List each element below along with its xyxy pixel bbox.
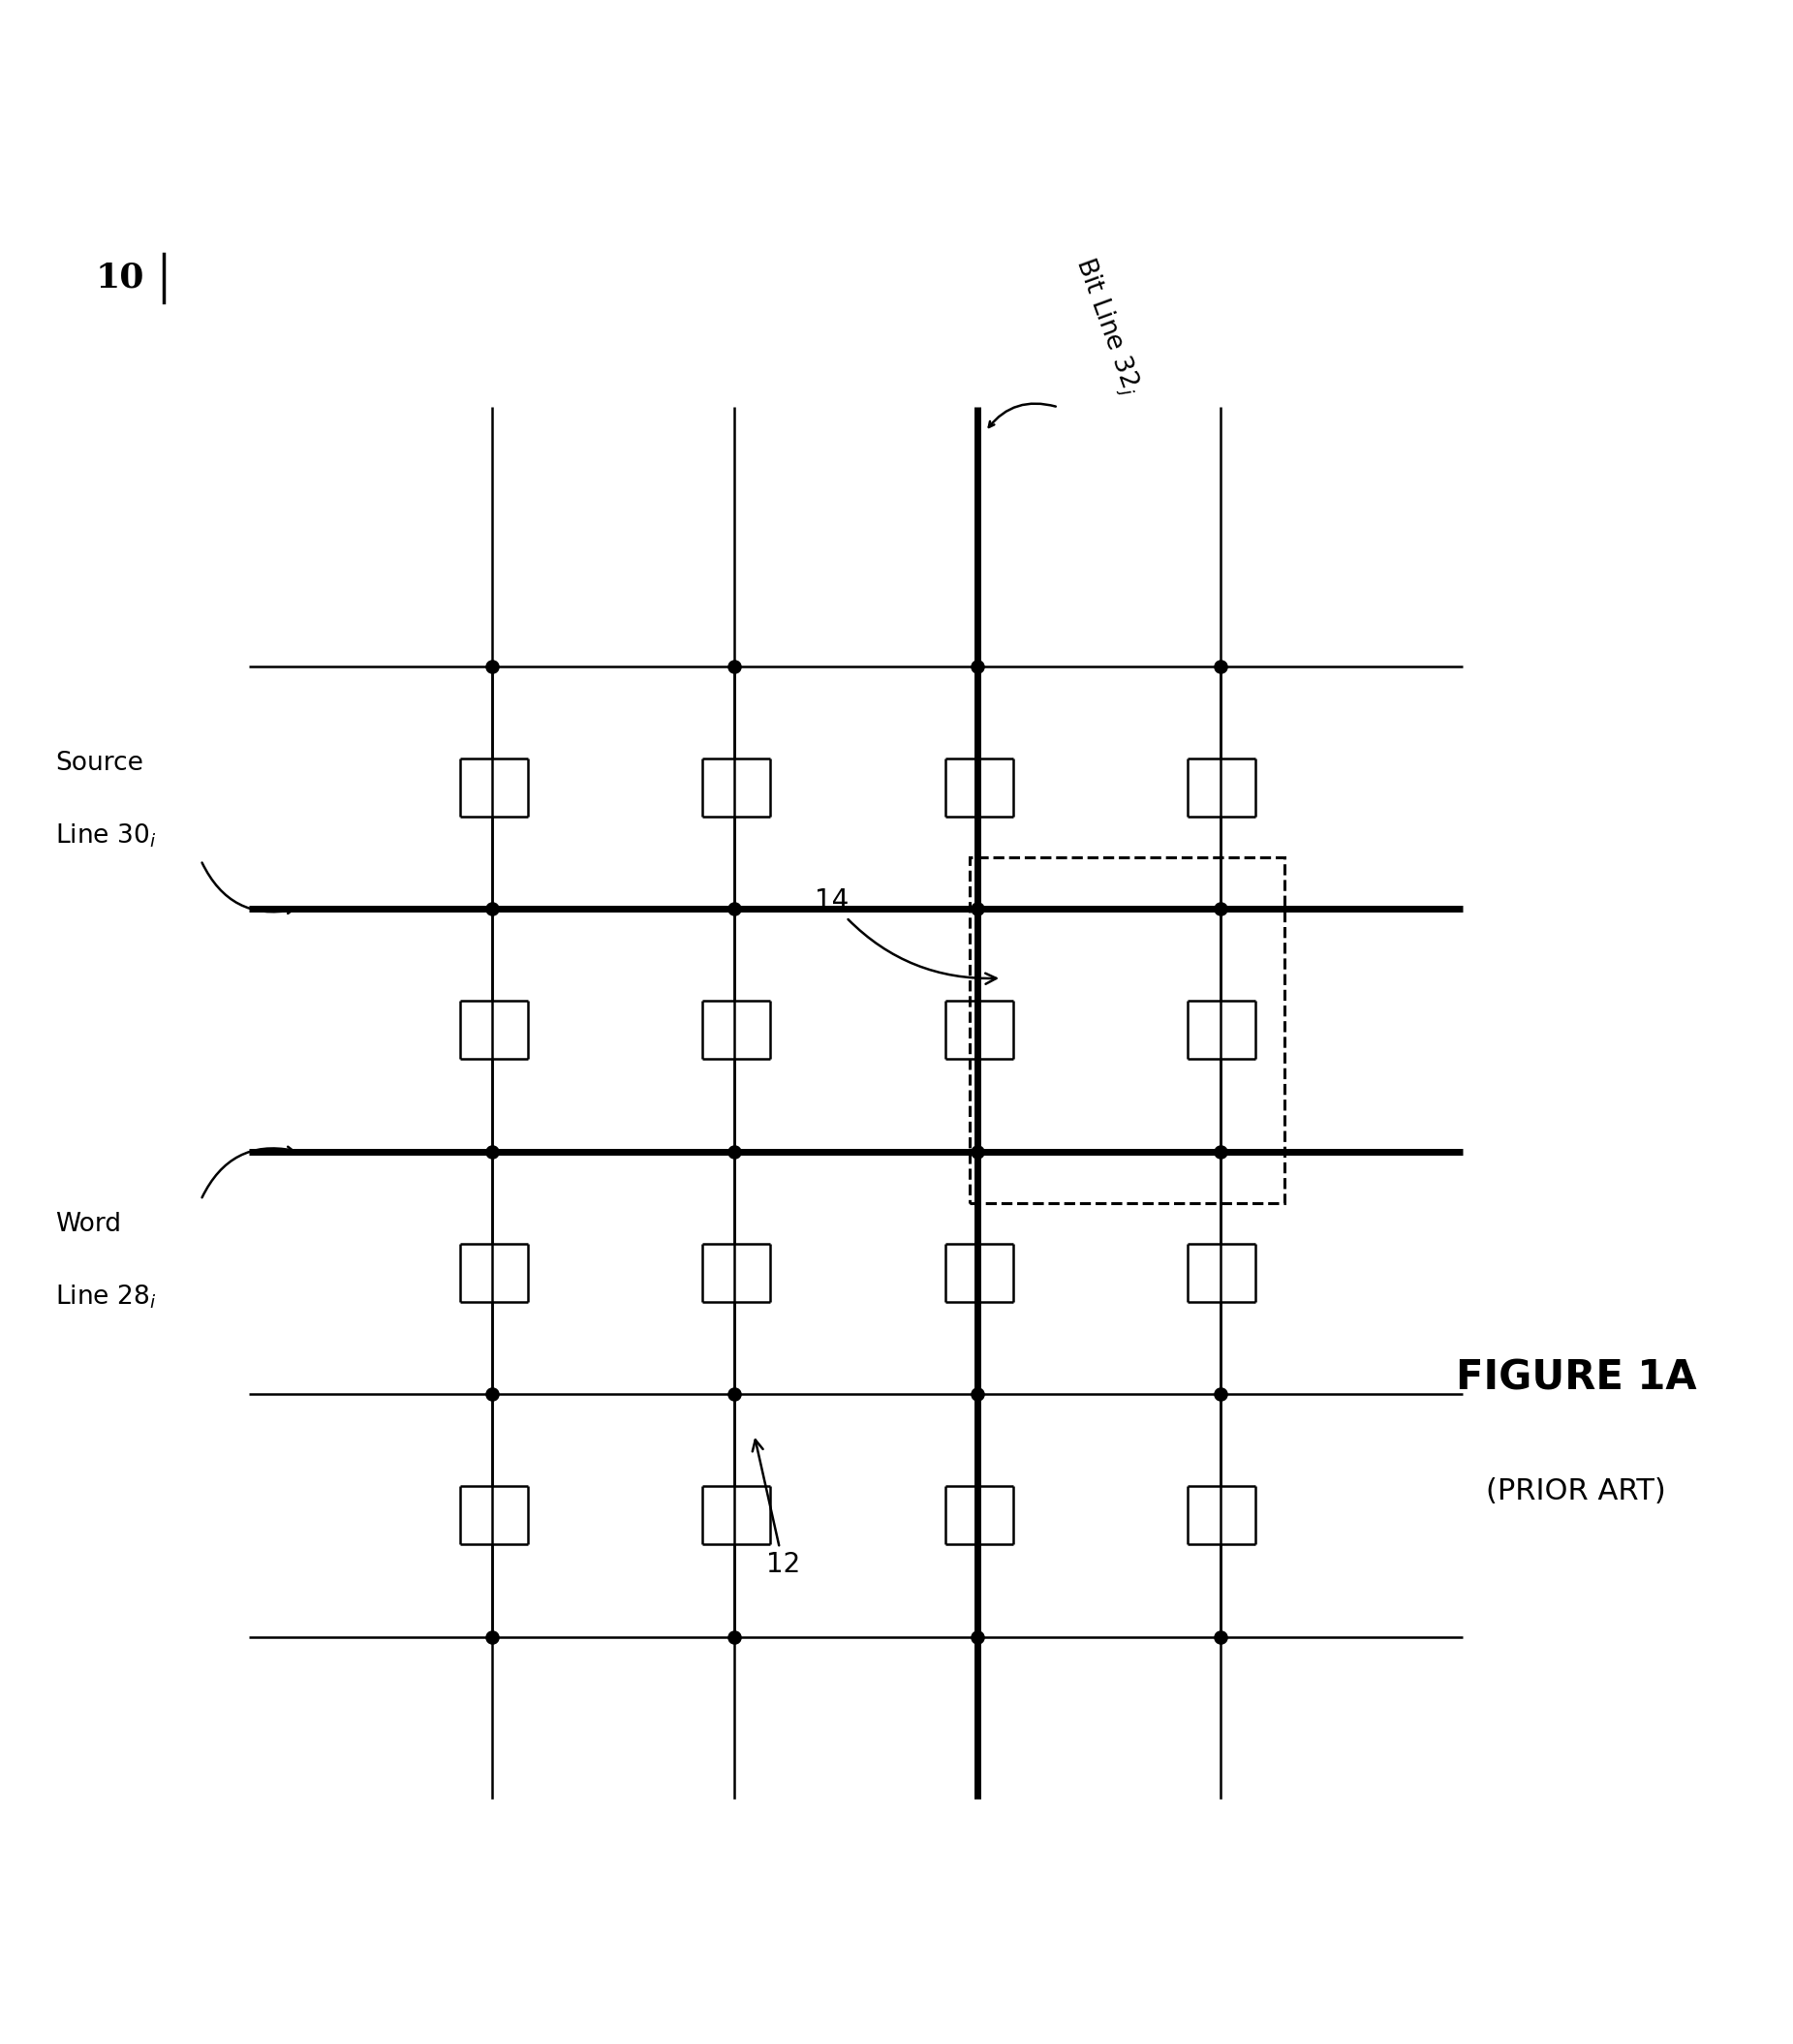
Point	[721, 893, 749, 926]
Point	[1205, 893, 1234, 926]
Point	[721, 1134, 749, 1167]
Point	[477, 1621, 506, 1654]
Text: FIGURE 1A: FIGURE 1A	[1456, 1357, 1696, 1398]
Text: Word: Word	[56, 1212, 122, 1237]
Point	[963, 650, 992, 683]
Point	[721, 1621, 749, 1654]
Point	[1205, 1621, 1234, 1654]
Point	[1205, 1134, 1234, 1167]
Point	[721, 1378, 749, 1410]
Text: (PRIOR ART): (PRIOR ART)	[1486, 1478, 1666, 1504]
Point	[1205, 650, 1234, 683]
Point	[1205, 1378, 1234, 1410]
Point	[721, 650, 749, 683]
Point	[477, 1134, 506, 1167]
Point	[963, 1378, 992, 1410]
Point	[963, 1621, 992, 1654]
Text: Bit Line 32$_j$: Bit Line 32$_j$	[1067, 253, 1146, 399]
Point	[963, 893, 992, 926]
Bar	[970, 856, 1286, 1204]
Text: Line 30$_i$: Line 30$_i$	[56, 822, 156, 850]
Point	[477, 650, 506, 683]
Text: 12: 12	[753, 1439, 800, 1578]
Point	[963, 1134, 992, 1167]
Point	[477, 1378, 506, 1410]
Point	[477, 893, 506, 926]
Text: Line 28$_i$: Line 28$_i$	[56, 1284, 156, 1310]
Text: 14: 14	[814, 887, 997, 983]
Text: 10: 10	[95, 262, 145, 294]
Text: Source: Source	[56, 750, 143, 777]
